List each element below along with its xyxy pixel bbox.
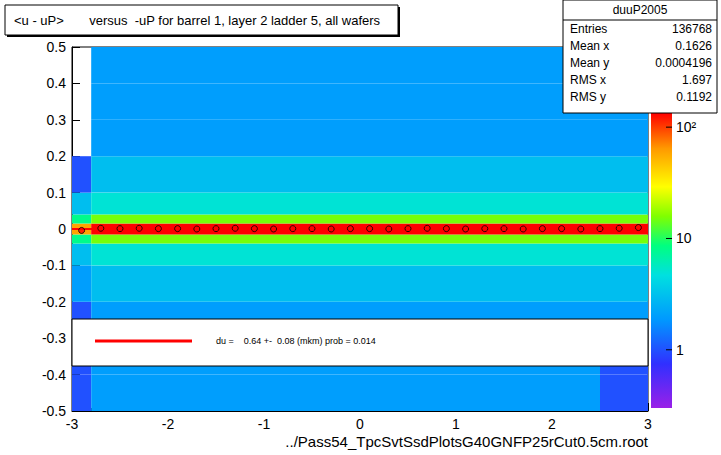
svg-text:-0.2: -0.2: [42, 294, 66, 310]
svg-text:<u - uP> versus -uP for: <u - uP> versus -uP for barrel 1, layer …: [14, 13, 381, 28]
svg-text:-0.5: -0.5: [42, 403, 66, 419]
svg-text:1: 1: [452, 416, 460, 432]
svg-text:0.1192: 0.1192: [676, 90, 712, 104]
svg-text:2: 2: [548, 416, 556, 432]
svg-text:10: 10: [676, 230, 692, 246]
svg-text:0.1: 0.1: [47, 185, 67, 201]
svg-text:0.0004196: 0.0004196: [655, 56, 712, 70]
svg-text:RMS x: RMS x: [570, 73, 606, 87]
svg-text:du = 0.64 +- 0.08 (mkm) pr: du = 0.64 +- 0.08 (mkm) prob = 0.014: [216, 336, 376, 346]
svg-text:0.1626: 0.1626: [675, 39, 712, 53]
svg-text:0: 0: [356, 416, 364, 432]
svg-text:RMS y: RMS y: [570, 90, 606, 104]
svg-text:-0.4: -0.4: [42, 367, 66, 383]
svg-text:duuP2005: duuP2005: [613, 3, 668, 17]
svg-text:0.3: 0.3: [47, 112, 67, 128]
svg-text:-0.1: -0.1: [42, 257, 66, 273]
svg-text:-1: -1: [258, 416, 271, 432]
svg-text:-0.3: -0.3: [42, 330, 66, 346]
svg-text:-3: -3: [66, 416, 79, 432]
svg-text:Mean y: Mean y: [570, 56, 609, 70]
svg-text:Entries: Entries: [570, 22, 607, 36]
svg-text:0.4: 0.4: [47, 75, 67, 91]
svg-text:10²: 10²: [676, 119, 697, 135]
svg-text:0.5: 0.5: [47, 39, 67, 55]
svg-text:1.697: 1.697: [682, 73, 712, 87]
svg-text:-2: -2: [162, 416, 175, 432]
svg-text:../Pass54_TpcSvtSsdPlotsG40GNF: ../Pass54_TpcSvtSsdPlotsG40GNFP25rCut0.5…: [285, 433, 648, 450]
svg-text:3: 3: [644, 416, 652, 432]
svg-text:1: 1: [676, 342, 684, 358]
svg-text:Mean x: Mean x: [570, 39, 609, 53]
svg-text:136768: 136768: [672, 22, 712, 36]
svg-text:0.2: 0.2: [47, 148, 67, 164]
svg-text:0: 0: [58, 221, 66, 237]
